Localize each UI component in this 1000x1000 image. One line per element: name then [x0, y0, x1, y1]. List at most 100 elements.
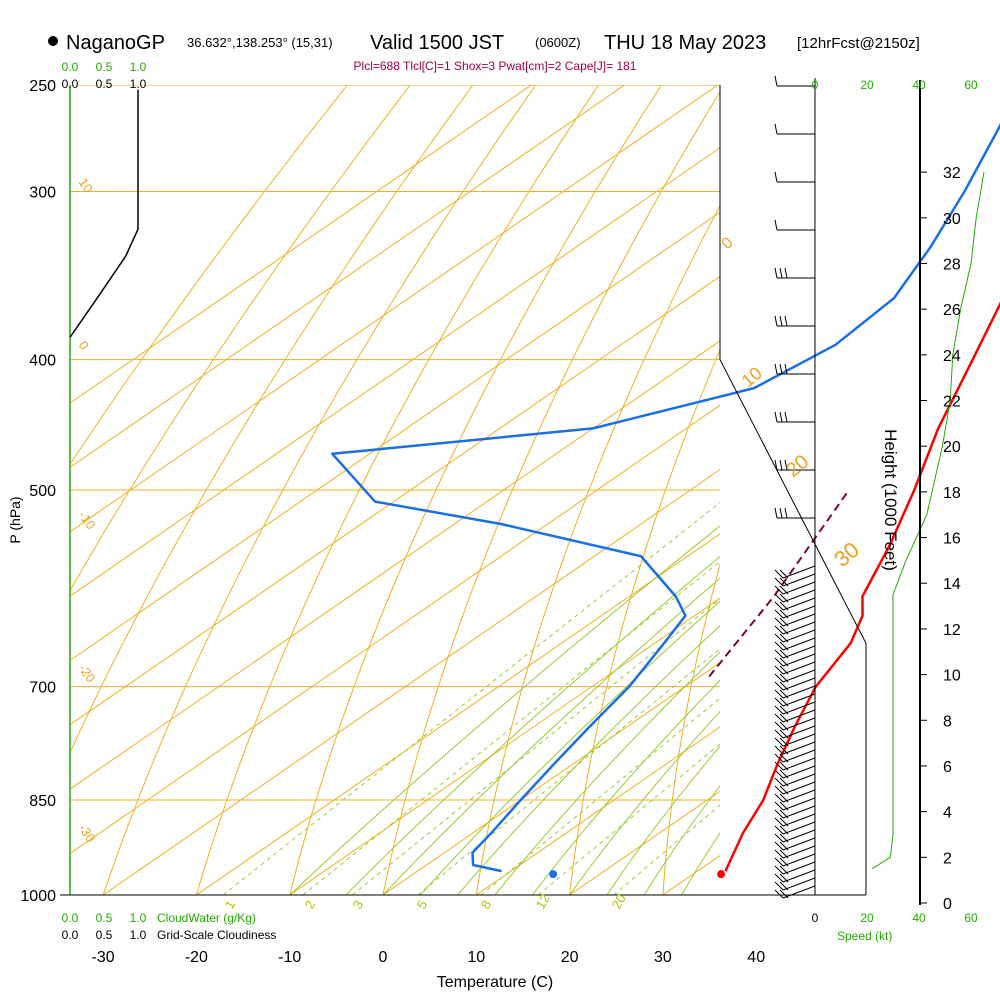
wind-barb-flag	[779, 315, 783, 327]
cloud-water-tick-top: 0.5	[96, 60, 113, 74]
dry-adiabat-line	[382, 90, 720, 895]
dry-adiabat-label: 10	[738, 363, 766, 391]
moist-adiabat-line	[569, 710, 720, 895]
wind-barb-flag	[774, 123, 778, 135]
pressure-tick-label: 1000	[20, 888, 56, 905]
wind-barb-flag	[774, 777, 784, 787]
isotherm-line	[70, 85, 532, 404]
wind-barb-flag	[774, 729, 784, 739]
speed-tick-label-top: 20	[860, 78, 874, 92]
skewt-grid	[70, 85, 1000, 895]
valid-date: THU 18 May 2023	[604, 32, 766, 54]
wind-barb	[782, 637, 816, 651]
wind-barb-flag	[774, 785, 784, 795]
height-tick-label: 30	[943, 211, 961, 228]
isotherm-label: 10	[76, 175, 97, 195]
cloud-water-tick-top: 1.0	[130, 60, 147, 74]
x-axis-label: Temperature (C)	[437, 974, 553, 991]
isotherm-line	[70, 340, 720, 790]
station-dot-icon	[48, 36, 58, 46]
mixing-ratio-line	[537, 743, 720, 895]
isotherm-line	[70, 404, 720, 855]
height-tick-label: 14	[943, 576, 961, 593]
wind-barb	[782, 613, 816, 627]
mixing-ratio-label: 5	[414, 898, 431, 912]
mixing-ratio-line	[480, 697, 720, 895]
indices-text: Plcl=688 Tlcl[C]=1 Shox=3 Pwat[cm]=2 Cap…	[354, 59, 637, 73]
isotherm-line	[756, 85, 1000, 895]
cloud-water-tick-bottom: 0.5	[96, 911, 113, 925]
wind-barb-flag	[774, 585, 784, 595]
wind-barb-flag	[774, 665, 784, 675]
wind-barb-flag	[779, 673, 789, 683]
wind-barb-flag	[774, 649, 784, 659]
mixing-ratio-label: 1	[222, 898, 239, 912]
wind-barb	[782, 749, 816, 763]
wind-barb-flag	[774, 761, 784, 771]
wind-panel-border	[719, 85, 867, 895]
mixing-ratio-line	[352, 598, 720, 895]
temperature-tick-label: 10	[467, 949, 485, 966]
wind-barb	[782, 685, 816, 699]
height-tick-label: 8	[943, 713, 952, 730]
temperature-tick-label: 20	[561, 949, 579, 966]
dry-adiabat-line	[289, 85, 662, 895]
temperature-tick-label: -20	[185, 949, 208, 966]
wind-barb-flag	[774, 633, 784, 643]
wind-barb-flag	[779, 721, 789, 731]
wind-barb	[782, 653, 816, 667]
wind-barb	[782, 853, 816, 867]
wind-barb-flag	[774, 657, 784, 667]
height-tick-label: 18	[943, 485, 961, 502]
moist-adiabat-line	[494, 651, 720, 895]
mixing-ratio-label: 8	[478, 898, 495, 912]
wind-barb-flag	[779, 625, 789, 635]
moist-adiabat-line	[345, 555, 720, 895]
wind-barb-flag	[774, 857, 784, 867]
surface-temperature-point	[717, 870, 726, 879]
pressure-tick-label: 300	[29, 185, 56, 202]
wind-barb	[782, 781, 816, 795]
wind-barb-flag	[779, 641, 789, 651]
wind-barb	[782, 805, 816, 819]
wind-barb	[782, 733, 816, 747]
wind-barb-flag	[779, 857, 789, 867]
wind-barb	[782, 725, 816, 739]
height-tick-label: 0	[943, 896, 952, 913]
cloud-water-tick-top: 0.0	[62, 60, 79, 74]
wind-barb-flag	[779, 769, 789, 779]
wind-barb-flag	[774, 617, 784, 627]
dry-adiabat-line	[70, 85, 348, 466]
isotherm-line	[70, 85, 719, 533]
height-axis-label: Height (1000 Feet)	[881, 429, 900, 571]
wind-barb-flag	[774, 315, 778, 327]
height-tick-label: 4	[943, 805, 952, 822]
isotherm-line	[289, 597, 720, 895]
cloudiness-tick-bottom: 0.5	[96, 928, 113, 942]
wind-barb	[782, 629, 816, 643]
wind-barb	[782, 605, 816, 619]
wind-barb	[782, 741, 816, 755]
wind-barb-flag	[779, 593, 789, 603]
speed-label: Speed (kt)	[837, 929, 892, 943]
wind-barb-flag	[779, 713, 789, 723]
dry-adiabat-line	[102, 85, 537, 895]
dry-adiabat-line	[70, 85, 474, 754]
wind-barb-flag	[779, 881, 789, 891]
wind-barb-flag	[779, 841, 789, 851]
wind-barb-flag	[774, 267, 778, 279]
wind-barb-flag	[774, 75, 778, 87]
isotherm-label: -30	[76, 821, 99, 845]
wind-barb	[782, 693, 816, 707]
wind-barb-flag	[779, 617, 789, 627]
speed-tick-label-top: 0	[812, 78, 819, 92]
wind-barb-flag	[784, 363, 788, 375]
wind-barb-flag	[774, 753, 784, 763]
wind-barb-flag	[779, 705, 789, 715]
wind-barb	[782, 645, 816, 659]
wind-barb-flag	[784, 267, 788, 279]
wind-barb	[782, 597, 816, 611]
wind-barb	[782, 565, 816, 579]
mixing-ratio-label: 12	[533, 891, 553, 911]
